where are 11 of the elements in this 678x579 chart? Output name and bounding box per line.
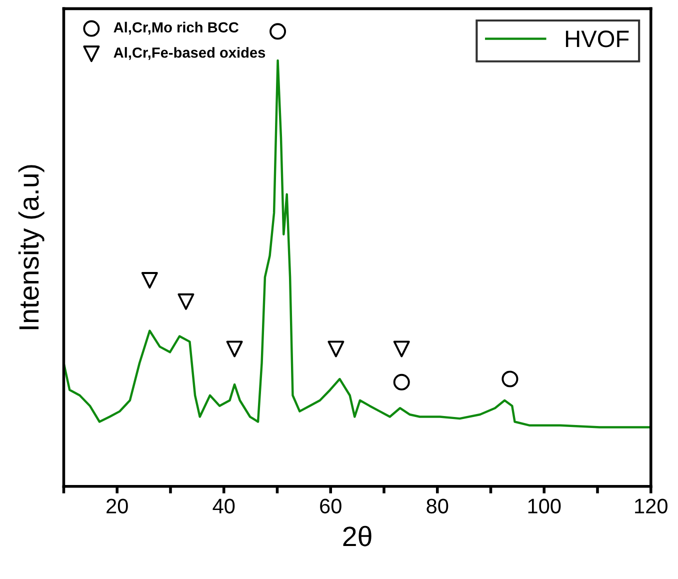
x-axis-title: 2θ bbox=[343, 526, 372, 546]
x-tick-label: 40 bbox=[212, 498, 235, 514]
x-tick-label: 80 bbox=[426, 498, 448, 514]
x-tick-label: 60 bbox=[320, 498, 342, 514]
legend-label: Al,Cr,Mo rich BCC bbox=[114, 22, 239, 35]
legend-label: HVOF bbox=[566, 30, 629, 48]
x-tick-label: 120 bbox=[635, 498, 668, 514]
y-axis-title: Intensity (a.u) bbox=[18, 165, 44, 330]
x-tick-label: 100 bbox=[528, 498, 561, 514]
legend-label: Al,Cr,Fe-based oxides bbox=[114, 47, 266, 60]
x-tick-label: 20 bbox=[106, 498, 128, 514]
